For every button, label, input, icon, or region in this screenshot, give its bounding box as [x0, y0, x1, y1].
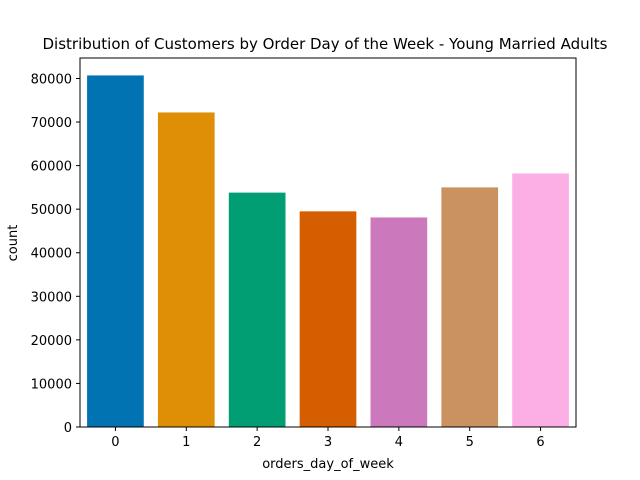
- bar-4: [370, 217, 428, 427]
- bar-5: [441, 187, 499, 427]
- x-tick-label: 1: [182, 435, 190, 450]
- y-tick-label: 20000: [31, 334, 72, 349]
- x-tick-label: 5: [466, 435, 474, 450]
- bar-6: [512, 173, 569, 427]
- x-axis-title: orders_day_of_week: [262, 457, 394, 472]
- plot-frame: [79, 57, 577, 428]
- y-tick-label: 10000: [31, 377, 72, 392]
- y-tick-label: 80000: [31, 72, 72, 87]
- bar-0: [87, 75, 144, 427]
- x-tick-label: 3: [324, 435, 332, 450]
- y-tick-label: 40000: [31, 247, 72, 262]
- y-axis: 0 10000 20000 30000 40000 50000 60000 70000 8000…: [31, 72, 80, 436]
- x-tick-label: 6: [536, 435, 544, 450]
- x-tick-label: 2: [253, 435, 261, 450]
- x-tick-label: 0: [111, 435, 119, 450]
- bar-2: [228, 192, 286, 427]
- x-axis: 0 1 2 3 4 5 6: [111, 427, 545, 450]
- y-tick-label: 50000: [31, 203, 72, 218]
- y-tick-label: 0: [64, 421, 72, 436]
- y-tick-label: 60000: [31, 160, 72, 175]
- y-axis-title: count: [6, 225, 21, 262]
- y-tick-label: 70000: [31, 116, 72, 131]
- chart-title: Distribution of Customers by Order Day o…: [43, 35, 608, 53]
- bar-1: [157, 112, 215, 427]
- bars-group: [87, 75, 569, 427]
- x-tick-label: 4: [395, 435, 403, 450]
- bar-3: [299, 211, 357, 427]
- y-tick-label: 30000: [31, 290, 72, 305]
